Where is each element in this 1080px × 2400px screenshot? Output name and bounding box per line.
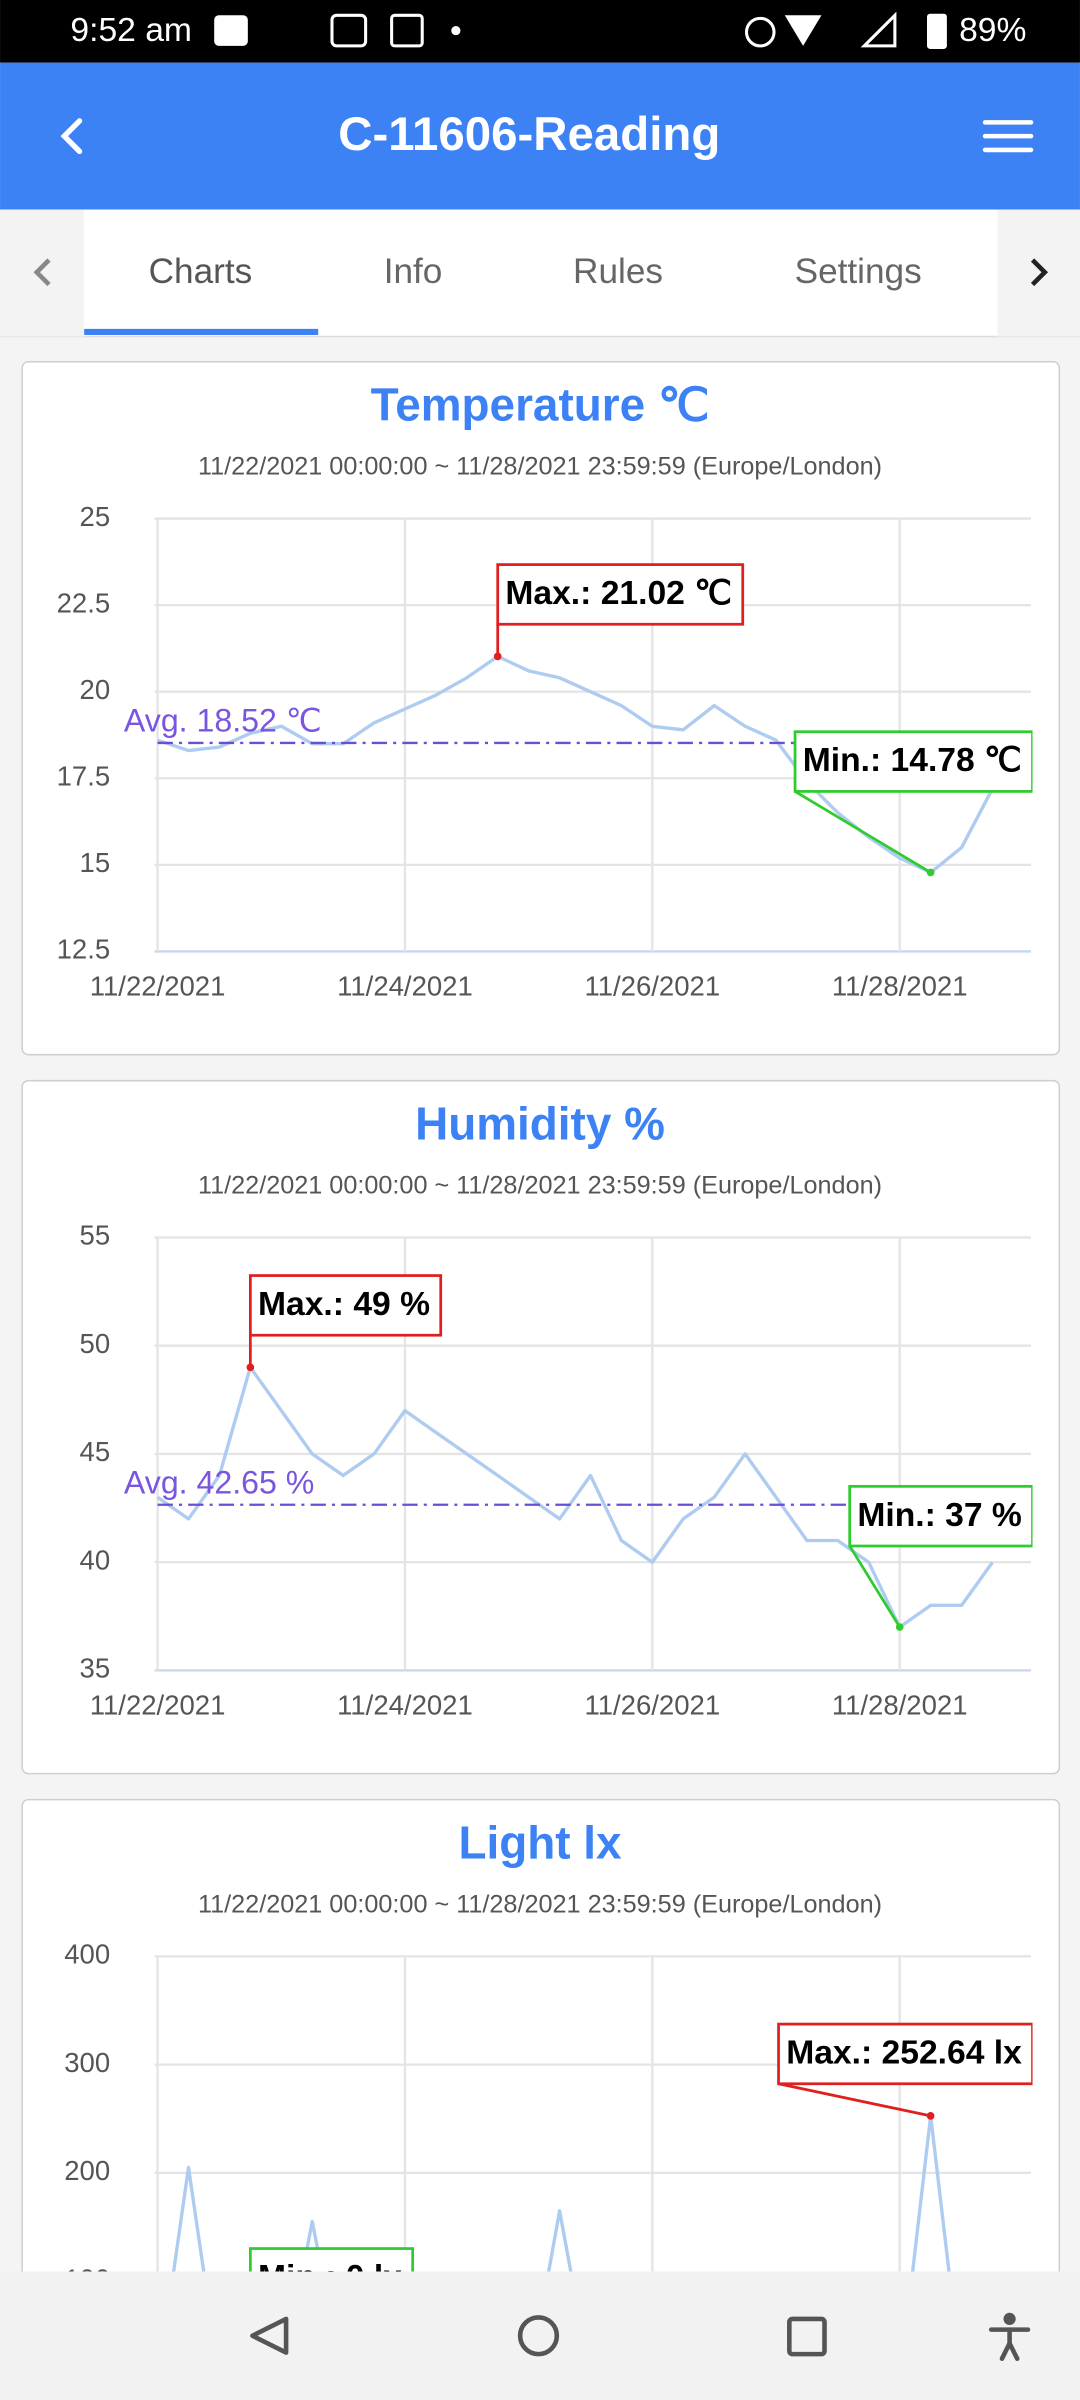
x-tick-label: 11/24/2021	[337, 970, 473, 1001]
menu-button[interactable]	[982, 120, 1034, 153]
max-label: Max.: 21.02 ℃	[505, 575, 732, 612]
battery-icon	[926, 13, 947, 49]
alarm-icon	[744, 16, 776, 48]
status-icon	[214, 15, 248, 46]
home-nav-button[interactable]	[517, 2315, 560, 2357]
tab[interactable]: Info	[384, 252, 443, 291]
x-tick-label: 11/22/2021	[90, 970, 226, 1001]
tab[interactable]: Charts	[149, 252, 253, 291]
y-tick-label: 50	[80, 1328, 111, 1359]
app-bar	[0, 62, 1080, 210]
y-tick-label: 20	[80, 674, 111, 705]
status-bar	[0, 0, 1080, 63]
chart-subtitle: 11/22/2021 00:00:00 ~ 11/28/2021 23:59:5…	[198, 1891, 882, 1919]
max-label: Max.: 49 %	[258, 1286, 430, 1323]
navigation-bar	[0, 2271, 1080, 2400]
tab-scroll-left[interactable]	[0, 209, 85, 337]
y-tick-label: 300	[64, 2047, 110, 2078]
chart-title: Light lx	[458, 1816, 622, 1868]
min-point	[926, 868, 935, 877]
y-tick-label: 55	[80, 1220, 111, 1251]
x-tick-label: 11/22/2021	[90, 1689, 226, 1720]
chart-title: Temperature ℃	[371, 379, 710, 431]
status-battery: 89%	[959, 12, 1026, 49]
status-icon	[390, 13, 424, 48]
status-icon	[330, 13, 368, 48]
y-tick-label: 22.5	[57, 587, 111, 618]
page-title: C-11606-Reading	[338, 108, 720, 161]
tab-scroll-right[interactable]	[997, 209, 1080, 337]
x-tick-label: 11/28/2021	[832, 970, 968, 1001]
chart: Temperature ℃ 11/22/2021 00:00:00 ~ 11/28…	[57, 379, 1033, 1001]
accessibility-button[interactable]	[988, 2312, 1031, 2361]
y-tick-label: 45	[80, 1436, 111, 1467]
active-tab-indicator	[84, 328, 319, 335]
back-nav-button[interactable]	[250, 2316, 289, 2355]
x-tick-label: 11/24/2021	[337, 1689, 473, 1720]
max-box	[496, 563, 745, 626]
y-tick-label: 35	[80, 1653, 111, 1684]
chart-title: Humidity %	[415, 1097, 665, 1149]
average-label: Avg. 18.52 ℃	[124, 703, 322, 739]
x-tick-label: 11/26/2021	[584, 1689, 720, 1720]
y-tick-label: 17.5	[57, 761, 111, 792]
y-tick-label: 25	[80, 501, 111, 532]
chart: Humidity % 11/22/2021 00:00:00 ~ 11/28/20…	[80, 1097, 1033, 1720]
max-box	[777, 2022, 1033, 2086]
min-point	[895, 1623, 904, 1631]
recents-nav-button[interactable]	[787, 2316, 827, 2357]
min-box	[793, 730, 1033, 793]
chart-subtitle: 11/22/2021 00:00:00 ~ 11/28/2021 23:59:5…	[198, 453, 882, 481]
back-button[interactable]	[60, 118, 83, 155]
average-label: Avg. 42.65 %	[124, 1464, 314, 1500]
max-point	[493, 652, 502, 661]
y-tick-label: 12.5	[57, 934, 111, 965]
max-point	[246, 1363, 255, 1372]
status-time: 9:52 am	[70, 12, 192, 49]
y-tick-label: 40	[80, 1544, 111, 1575]
x-tick-label: 11/26/2021	[584, 970, 720, 1001]
max-label: Max.: 252.64 lx	[786, 2035, 1022, 2072]
chevron-right	[1030, 258, 1049, 287]
tab-bar	[0, 209, 1080, 337]
y-tick-label: 400	[64, 1939, 110, 1970]
chart-subtitle: 11/22/2021 00:00:00 ~ 11/28/2021 23:59:5…	[198, 1172, 882, 1200]
min-label: Min.: 14.78 ℃	[803, 742, 1022, 779]
y-tick-label: 200	[64, 2155, 110, 2186]
chart-card	[21, 360, 1061, 1056]
tab[interactable]: Rules	[573, 252, 663, 291]
navigation-background	[0, 2271, 1080, 2400]
min-box	[848, 1484, 1033, 1548]
min-label: Min.: 37 %	[857, 1497, 1022, 1534]
tab[interactable]: Settings	[795, 252, 922, 291]
max-point	[926, 2112, 935, 2120]
max-leader	[778, 2082, 931, 2118]
status-dot	[451, 26, 461, 36]
chart-list: Temperature ℃ 11/22/2021 00:00:00 ~ 11/28…	[21, 360, 1061, 2400]
x-tick-label: 11/28/2021	[832, 1689, 968, 1720]
min-leader	[848, 1545, 901, 1628]
chart-card	[21, 1079, 1061, 1775]
chevron-left	[33, 258, 51, 287]
wifi-icon	[784, 15, 822, 46]
y-tick-label: 15	[80, 847, 111, 878]
min-leader	[794, 790, 932, 874]
max-box	[248, 1274, 443, 1337]
signal-icon	[860, 11, 897, 48]
